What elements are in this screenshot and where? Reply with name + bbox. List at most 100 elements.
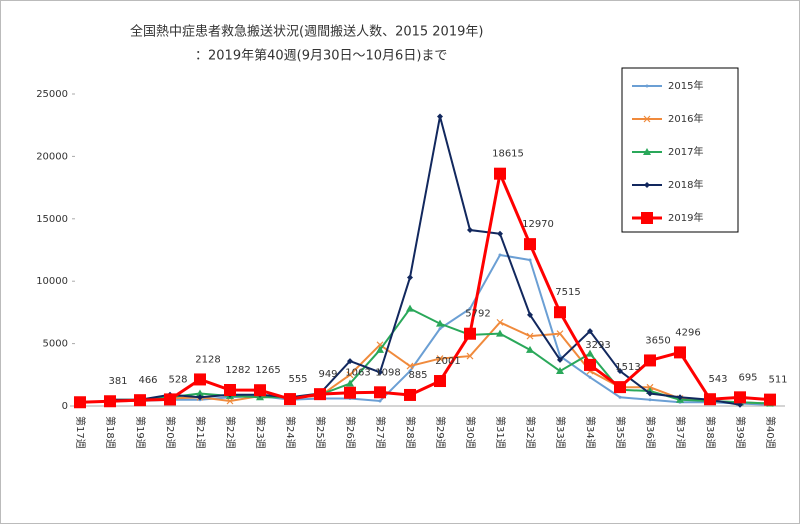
legend-marker (643, 115, 651, 123)
data-point (554, 306, 566, 319)
data-point (556, 367, 564, 375)
data-label: 3293 (585, 340, 610, 351)
data-point (526, 345, 534, 353)
x-tick-label: 第40週 (764, 416, 777, 449)
legend-marker (643, 148, 651, 155)
data-point (528, 258, 532, 262)
data-point (586, 349, 594, 357)
data-point (674, 346, 686, 359)
data-point (134, 394, 146, 407)
x-tick-label: 第22週 (224, 416, 237, 449)
data-point (648, 398, 652, 402)
legend-marker (644, 182, 650, 188)
y-tick-label: 5000 (43, 339, 68, 350)
x-tick-label: 第28週 (404, 416, 417, 449)
data-point (74, 396, 86, 409)
data-point (346, 371, 354, 379)
data-point (464, 327, 476, 340)
x-tick-label: 第32週 (524, 416, 537, 449)
y-tick-label: 0 (62, 401, 68, 412)
data-point (677, 394, 683, 401)
data-label: 511 (768, 375, 787, 386)
data-point (164, 393, 176, 406)
data-point (494, 167, 506, 180)
legend-label: 2017年 (668, 145, 703, 158)
x-tick-label: 第29週 (434, 416, 447, 449)
data-label: 1265 (255, 365, 280, 376)
data-point (376, 345, 384, 353)
data-point (496, 329, 504, 337)
data-point (644, 354, 656, 367)
data-point (104, 395, 116, 408)
data-label: 2128 (195, 354, 220, 365)
x-tick-label: 第35週 (614, 416, 627, 449)
data-point (377, 369, 383, 376)
data-point (344, 386, 356, 399)
legend-label: 2015年 (668, 79, 703, 92)
data-point (406, 362, 414, 370)
y-tick-label: 15000 (36, 214, 68, 225)
x-tick-label: 第26週 (344, 416, 357, 449)
data-point (407, 274, 413, 281)
data-label: 949 (318, 369, 337, 380)
data-point (764, 393, 776, 406)
data-label: 555 (288, 374, 307, 385)
x-tick-label: 第39週 (734, 416, 747, 449)
chart-title: 全国熱中症患者救急搬送状況(週間搬送人数、2015 2019年) (130, 24, 483, 40)
data-label: 3650 (645, 335, 670, 346)
data-point (347, 358, 353, 365)
data-point (734, 391, 746, 404)
data-point (526, 332, 534, 340)
data-point (374, 386, 386, 399)
y-tick-label: 20000 (36, 151, 68, 162)
data-point (404, 388, 416, 401)
data-point (617, 368, 623, 375)
data-point (498, 253, 502, 257)
data-point (704, 393, 716, 406)
data-point (647, 390, 653, 397)
y-tick-label: 10000 (36, 276, 68, 287)
x-tick-label: 第23週 (254, 416, 267, 449)
data-label: 695 (738, 372, 757, 383)
data-point (196, 389, 204, 397)
data-point (527, 311, 533, 318)
data-label: 4296 (675, 327, 700, 338)
data-label: 18615 (492, 149, 524, 160)
data-point (346, 379, 354, 387)
data-point (314, 388, 326, 401)
x-tick-label: 第34週 (584, 416, 597, 449)
data-point (587, 328, 593, 335)
data-label: 528 (168, 374, 187, 385)
data-label: 7515 (555, 287, 580, 298)
x-tick-label: 第37週 (674, 416, 687, 449)
x-tick-label: 第33週 (554, 416, 567, 449)
x-tick-label: 第31週 (494, 416, 507, 449)
x-tick-label: 第25週 (314, 416, 327, 449)
data-label: 381 (108, 376, 127, 387)
x-tick-label: 第17週 (74, 416, 87, 449)
chart-subtitle: ：2019年第40週(9月30日～10月6日)まで (195, 49, 447, 64)
data-point (284, 393, 296, 406)
data-label: 466 (138, 375, 157, 386)
data-point (436, 355, 444, 363)
data-point (197, 394, 203, 401)
data-point (496, 318, 504, 326)
data-point (588, 375, 592, 379)
data-label: 1063 (345, 368, 370, 379)
x-tick-label: 第27週 (374, 416, 387, 449)
data-point (437, 113, 443, 120)
data-point (468, 307, 472, 311)
data-point (467, 227, 473, 234)
data-label: 12970 (522, 219, 554, 230)
legend-box (621, 67, 739, 233)
data-point (618, 395, 622, 399)
y-tick-label: 25000 (36, 89, 68, 100)
data-point (434, 375, 446, 388)
legend-label: 2018年 (668, 178, 703, 191)
data-label: 885 (408, 370, 427, 381)
data-label: 1098 (375, 367, 400, 378)
data-point (408, 369, 412, 373)
data-point (614, 381, 626, 394)
data-point (466, 352, 474, 360)
